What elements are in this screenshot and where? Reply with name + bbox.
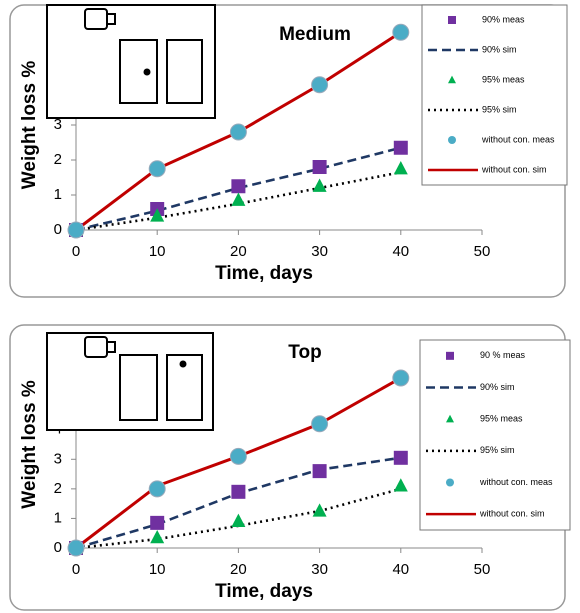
marker-square [448, 16, 456, 24]
legend-box [419, 339, 571, 531]
marker-square [312, 160, 327, 174]
legend-label: 95% meas [480, 414, 523, 424]
marker-square [231, 484, 246, 499]
legend-label: without con. meas [481, 134, 555, 144]
marker-triangle [231, 513, 246, 527]
y-axis-title: Weight loss % [19, 61, 40, 190]
marker-triangle [448, 75, 456, 84]
legend-label: 95% meas [482, 74, 525, 84]
marker-triangle [150, 208, 165, 222]
inset-dot [143, 68, 151, 76]
marker-triangle [393, 478, 408, 492]
inset-box [119, 354, 158, 421]
marker-circle [448, 136, 456, 144]
marker-circle [392, 369, 410, 387]
marker-circle [311, 76, 329, 94]
marker-triangle [393, 161, 408, 175]
marker-circle [311, 415, 329, 433]
y-tick-label: 3 [54, 116, 62, 133]
inset-frame [46, 332, 214, 431]
x-axis-title: Time, days [215, 581, 313, 602]
marker-triangle [150, 529, 165, 544]
inset-box [166, 39, 203, 104]
inset-box [119, 39, 158, 104]
y-tick-label: 2 [54, 480, 62, 497]
x-tick-label: 20 [230, 561, 247, 578]
marker-circle [446, 478, 454, 487]
y-tick-label: 3 [54, 450, 62, 467]
legend-label: 95% sim [480, 445, 515, 455]
x-axis-title: Time, days [215, 263, 313, 284]
chart-title: Top [288, 342, 321, 363]
legend-label: without con. sim [481, 164, 547, 174]
x-tick-label: 40 [392, 243, 409, 260]
marker-triangle [312, 178, 327, 192]
legend-box [421, 4, 568, 186]
y-tick-label: 1 [54, 186, 62, 203]
marker-square [446, 351, 454, 360]
x-tick-label: 30 [311, 561, 328, 578]
x-tick-label: 10 [149, 243, 166, 260]
marker-circle [392, 23, 410, 41]
y-tick-label: 0 [54, 539, 62, 556]
inset-cup-handle [106, 13, 116, 25]
marker-circle [229, 447, 247, 465]
marker-circle [67, 221, 85, 239]
legend-label: 90% meas [482, 14, 525, 24]
inset-dot [179, 360, 187, 368]
marker-triangle [312, 503, 327, 517]
y-tick-label: 0 [54, 221, 62, 238]
marker-circle [229, 123, 247, 141]
marker-triangle [231, 192, 246, 206]
marker-triangle [446, 414, 454, 423]
marker-circle [148, 480, 166, 498]
inset-frame [46, 4, 216, 119]
marker-square [150, 515, 165, 530]
x-tick-label: 50 [474, 561, 491, 578]
marker-square [393, 450, 408, 465]
marker-square [312, 464, 327, 479]
inset-cup-handle [106, 341, 116, 353]
x-tick-label: 0 [72, 561, 80, 578]
marker-circle [67, 539, 85, 557]
series-line [75, 170, 402, 232]
marker-square [393, 140, 408, 155]
chart-title: Medium [279, 24, 351, 45]
y-tick-label: 1 [54, 509, 62, 526]
y-axis-title: Weight loss % [19, 380, 40, 509]
x-tick-label: 10 [149, 561, 166, 578]
inset-box [166, 354, 203, 421]
x-tick-label: 20 [230, 243, 247, 260]
x-tick-label: 40 [392, 561, 409, 578]
legend-label: 90% sim [480, 382, 515, 392]
legend-label: without con. meas [479, 477, 553, 487]
marker-square [231, 179, 246, 194]
y-tick-label: 2 [54, 151, 62, 168]
x-tick-label: 0 [72, 243, 80, 260]
legend-label: without con. sim [479, 509, 545, 519]
x-tick-label: 30 [311, 243, 328, 260]
x-tick-label: 50 [474, 243, 491, 260]
legend-label: 90% sim [482, 44, 517, 54]
legend-label: 95% sim [482, 104, 517, 114]
marker-circle [148, 160, 166, 178]
legend-label: 90 % meas [480, 350, 526, 360]
